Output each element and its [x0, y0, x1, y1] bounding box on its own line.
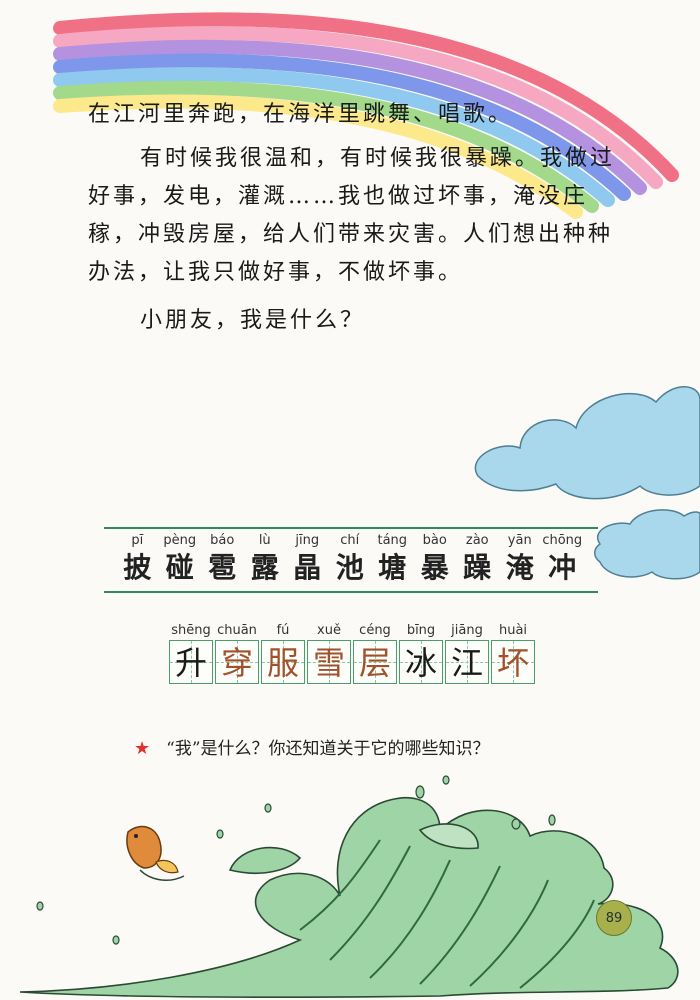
pinyin: jīng [295, 533, 320, 548]
hanzi: 躁 [463, 551, 492, 584]
pinyin: lù [258, 533, 271, 548]
vocab-item: táng 塘 [371, 532, 414, 586]
vocab-item: lù 露 [244, 532, 287, 586]
vocab-item: jīng 晶 [286, 532, 329, 586]
write-item: shēng 升 [168, 622, 214, 684]
pinyin: jiāng [451, 623, 483, 638]
hanzi: 晶 [293, 551, 322, 584]
star-icon: ★ [134, 738, 151, 759]
pinyin: xuě [317, 623, 341, 638]
vocab-bottom-rule [104, 591, 598, 593]
rainbow-illustration [53, 12, 679, 219]
passage-paragraph-3: 小朋友，我是什么？ [140, 308, 366, 333]
hanzi: 坏 [496, 644, 529, 682]
passage-line-1: 在江河里奔跑，在海洋里跳舞、唱歌。 [88, 102, 514, 127]
tianzige-box: 服 [261, 640, 305, 684]
hanzi: 穿 [220, 644, 253, 682]
pinyin: pèng [163, 533, 197, 548]
tianzige-box: 穿 [215, 640, 259, 684]
vocab-item: bào 暴 [414, 532, 457, 586]
hanzi: 池 [335, 551, 364, 584]
tianzige-box: 江 [445, 640, 489, 684]
pinyin: zào [465, 533, 489, 548]
vocab-item: zào 躁 [456, 532, 499, 586]
write-item: xuě 雪 [306, 622, 352, 684]
pinyin: huài [498, 623, 528, 638]
vocab-item: pèng 碰 [159, 532, 202, 586]
vocab-item: yān 淹 [499, 532, 542, 586]
vocab-item: báo 雹 [201, 532, 244, 586]
pinyin: pī [131, 533, 144, 548]
exercise-question: ★ “我”是什么？你还知道关于它的哪些知识？ [134, 734, 490, 759]
hanzi: 碰 [165, 551, 194, 584]
vocab-item: chōng 冲 [541, 532, 584, 586]
vocab-row-read: pī 披 pèng 碰 báo 雹 lù 露 jīng 晶 chí 池 táng 塘 bào 暴… [116, 532, 584, 586]
hanzi: 服 [266, 644, 299, 682]
hanzi: 淹 [505, 551, 534, 584]
pinyin: yān [507, 533, 532, 548]
hanzi: 露 [250, 551, 279, 584]
pinyin: fú [276, 623, 290, 638]
question-text: “我”是什么？你还知道关于它的哪些知识？ [166, 739, 490, 759]
tianzige-box: 升 [169, 640, 213, 684]
tianzige-box: 冰 [399, 640, 443, 684]
hanzi: 雹 [208, 551, 237, 584]
vocab-top-rule [104, 527, 598, 529]
hanzi: 江 [450, 644, 483, 682]
passage-paragraph-2: 有时候我很温和，有时候我很暴躁。我做过好事，发电，灌溉……我也做过坏事，淹没庄稼… [88, 146, 616, 285]
tianzige-box: 坏 [491, 640, 535, 684]
vocab-row-write: shēng 升 chuān 穿 fú 服 xuě 雪 céng 层 bīng 冰 jiāng… [168, 622, 536, 684]
clouds-illustration [474, 386, 700, 580]
pinyin: chōng [542, 533, 583, 548]
vocab-item: chí 池 [329, 532, 372, 586]
tianzige-box: 雪 [307, 640, 351, 684]
pinyin: chuān [217, 623, 257, 638]
hanzi: 冲 [548, 551, 577, 584]
pinyin: bào [422, 533, 447, 548]
page-number: 89 [596, 900, 632, 936]
pinyin: chí [340, 533, 360, 548]
pinyin: táng [377, 533, 408, 548]
pinyin: céng [359, 623, 391, 638]
write-item: céng 层 [352, 622, 398, 684]
pinyin: bīng [406, 623, 436, 638]
hanzi: 层 [358, 644, 391, 682]
write-item: fú 服 [260, 622, 306, 684]
hanzi: 升 [174, 644, 207, 682]
hanzi: 披 [123, 551, 152, 584]
hanzi: 暴 [420, 551, 449, 584]
tianzige-box: 层 [353, 640, 397, 684]
fish-icon [126, 825, 185, 882]
hanzi: 冰 [404, 644, 437, 682]
pinyin: shēng [171, 623, 211, 638]
write-item: huài 坏 [490, 622, 536, 684]
write-item: bīng 冰 [398, 622, 444, 684]
vocab-item: pī 披 [116, 532, 159, 586]
pinyin: báo [210, 533, 235, 548]
write-item: jiāng 江 [444, 622, 490, 684]
hanzi: 雪 [312, 644, 345, 682]
write-item: chuān 穿 [214, 622, 260, 684]
hanzi: 塘 [378, 551, 407, 584]
